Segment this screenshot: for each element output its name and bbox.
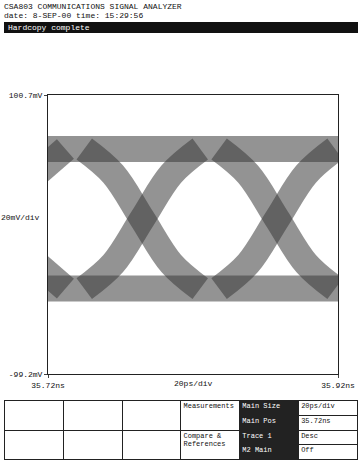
svg-text:35.92ns: 35.92ns [321, 381, 355, 390]
html-text:Compare & References: Compare & References [183, 431, 226, 448]
html-text:Measurements: Measurements [183, 402, 234, 410]
html-text:20ps/div: 20ps/div [301, 402, 335, 410]
html-text:Hardcopy complete: Hardcopy complete [8, 23, 90, 32]
svg-text:35.72ns: 35.72ns [31, 381, 65, 390]
html-text:Trace 1: Trace 1 [242, 431, 272, 440]
html-text:35.72ns: 35.72ns [301, 416, 331, 425]
html-text:CSA803 COMMUNICATIONS SIGNAL A: CSA803 COMMUNICATIONS SIGNAL ANALYZER da… [4, 2, 182, 20]
html-text:Off: Off [301, 446, 314, 455]
html-text:M2 Main: M2 Main [242, 446, 272, 455]
html-text:Main Pos: Main Pos [242, 416, 276, 425]
html-text:Main Size: Main Size [242, 402, 281, 410]
svg-text:100.7mV: 100.7mV [9, 91, 43, 100]
html-text:Desc: Desc [301, 431, 318, 440]
svg-text:20mV/div: 20mV/div [1, 213, 40, 222]
svg-text:-99.2mV: -99.2mV [9, 370, 43, 379]
svg-text:20ps/div: 20ps/div [174, 379, 213, 388]
